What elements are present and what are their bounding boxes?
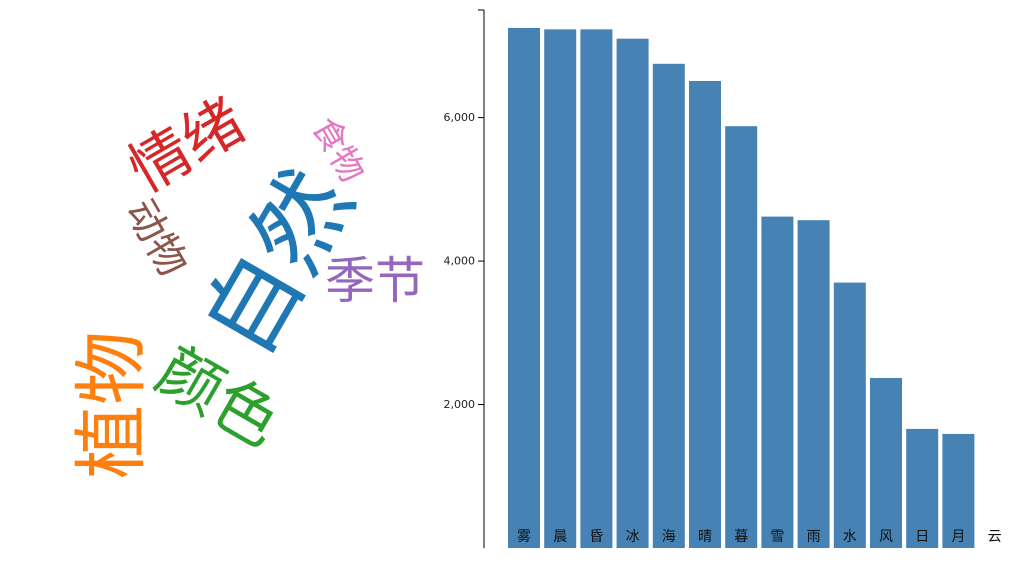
bar-label-12: 月 (951, 529, 965, 545)
bar-0 (508, 27, 540, 548)
bar-label-8: 雨 (807, 529, 821, 545)
bar-3 (616, 38, 649, 549)
bar-6 (725, 126, 758, 548)
cloud-word-dongwu: 动物 (116, 192, 196, 284)
bar-label-2: 昏 (589, 529, 603, 545)
bar-chart: 2,000 4,000 6,000 雾 晨 昏 冰 海 晴 暮 雪 雨 水 风 日 月 云 (444, 9, 1002, 549)
bar-label-13: 云 (988, 529, 1002, 545)
bar-12 (942, 433, 975, 548)
y-tick-label: 6,000 (444, 111, 476, 124)
cloud-word-jijie: 季节 (325, 252, 425, 310)
bar-label-9: 水 (843, 529, 857, 545)
bar-11 (906, 428, 939, 548)
cloud-word-qingxu: 情绪 (118, 86, 257, 207)
y-tick-label: 2,000 (444, 398, 476, 411)
bar-1 (544, 29, 577, 549)
bar-label-6: 暮 (734, 529, 748, 545)
bar-label-4: 海 (662, 529, 676, 545)
y-ticks: 2,000 4,000 6,000 (444, 111, 484, 411)
word-cloud: 自然 情绪 食物 动物 季节 植物 颜色 (69, 86, 425, 479)
y-tick-label: 4,000 (444, 255, 476, 268)
bar-labels: 雾晨昏冰海晴暮雪雨水风日月云 (517, 529, 1002, 545)
bar-label-0: 雾 (517, 529, 531, 545)
cloud-word-zhiwu: 植物 (69, 331, 155, 479)
bar-2 (580, 29, 613, 549)
bars (508, 27, 975, 549)
bar-label-7: 雪 (770, 529, 784, 545)
bar-label-10: 风 (879, 529, 893, 545)
bar-4 (652, 63, 685, 549)
bar-10 (870, 377, 902, 548)
bar-label-1: 晨 (553, 529, 567, 545)
bar-label-3: 冰 (626, 529, 640, 545)
bar-label-5: 晴 (698, 529, 712, 545)
bar-5 (689, 81, 721, 549)
bar-9 (833, 282, 866, 548)
bar-label-11: 日 (915, 529, 929, 545)
bar-8 (797, 220, 830, 549)
bar-7 (761, 216, 794, 549)
